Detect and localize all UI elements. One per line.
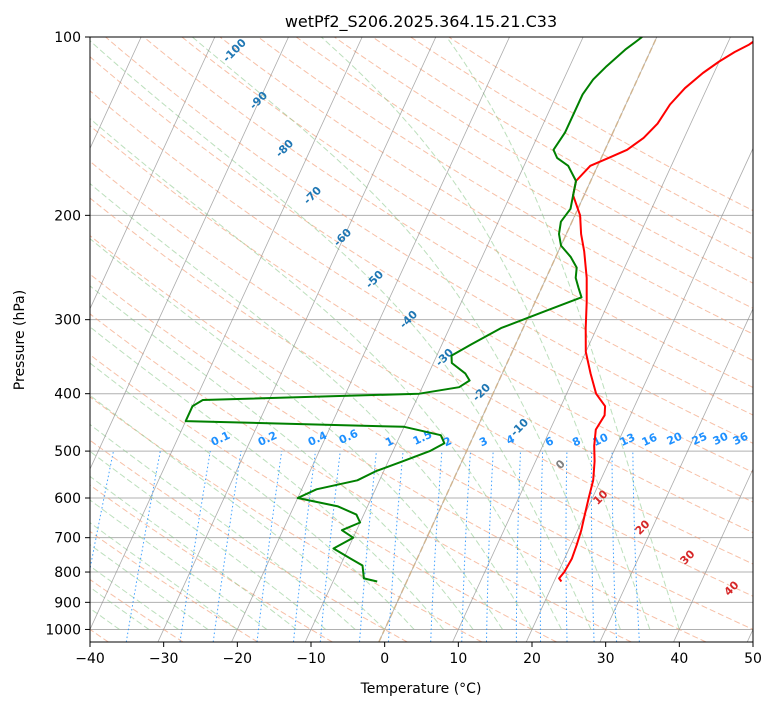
plot-frame <box>89 36 754 643</box>
mixing-ratio-label: 16 <box>640 431 660 449</box>
isotherm-line <box>452 37 731 642</box>
mixing-ratio-line <box>256 451 283 642</box>
y-tick-label: 900 <box>54 595 81 611</box>
temperature-line <box>558 40 753 583</box>
moist-adiabat-line <box>90 40 592 630</box>
dry-adiabat-line <box>90 56 753 473</box>
dry-adiabat-line <box>90 125 753 534</box>
moist-adiabat-line <box>90 543 209 630</box>
moist-adiabat-line <box>90 565 179 630</box>
x-tick-label: 30 <box>597 651 615 667</box>
isotherm-line <box>599 307 753 642</box>
dry-adiabat-line <box>143 37 753 416</box>
y-axis-ticks: 100 200 300 400 500 600 700 800 900 1000 <box>45 30 90 638</box>
dry-adiabat-line <box>90 197 753 597</box>
moist-adiabat-line <box>90 285 474 630</box>
y-tick-label: 800 <box>54 565 81 581</box>
mixing-ratio-line <box>359 451 377 642</box>
mixing-ratio-line <box>319 451 341 642</box>
moist-adiabat-line <box>90 475 297 630</box>
isotherm-line <box>673 468 753 642</box>
moist-adiabat-line <box>446 37 680 630</box>
mixing-ratio-line <box>212 451 242 642</box>
y-tick-label: 1000 <box>45 622 81 638</box>
y-tick-label: 500 <box>54 444 81 460</box>
mixing-ratio-line <box>293 451 316 642</box>
y-tick-label: 400 <box>54 387 81 403</box>
isotherm-line <box>90 37 216 310</box>
isotherm-line <box>304 37 584 642</box>
dry-adiabat-line <box>90 160 753 565</box>
x-tick-label: 10 <box>449 651 467 667</box>
y-tick-label: 300 <box>54 313 81 329</box>
dry-adiabat-line <box>90 484 333 642</box>
moist-adiabat-line <box>90 326 444 630</box>
dry-adiabat-line <box>448 37 753 212</box>
y-tick-label: 100 <box>54 30 81 46</box>
dry-adiabat-line <box>90 354 557 642</box>
moist-adiabat-line <box>90 450 327 630</box>
background-lines <box>0 37 753 642</box>
y-tick-label: 600 <box>54 491 81 507</box>
dry-adiabat-line <box>90 273 707 642</box>
moist-adiabat-line <box>90 238 503 630</box>
isotherm-line <box>90 37 142 150</box>
moist-adiabat-line <box>90 522 238 630</box>
dry-adiabat-line <box>90 235 753 630</box>
x-tick-label: −40 <box>75 651 105 667</box>
x-tick-label: 20 <box>523 651 541 667</box>
x-axis-ticks: −40 −30 −20 −10 0 10 20 30 40 50 <box>75 642 762 667</box>
mixing-ratio-label: 36 <box>731 430 751 448</box>
mixing-ratio-label: 30 <box>711 430 731 448</box>
y-tick-label: 200 <box>54 208 81 224</box>
plot-border <box>89 36 754 643</box>
x-tick-label: 0 <box>380 651 389 667</box>
dry-adiabat-line <box>90 90 753 503</box>
moist-adiabat-line <box>90 586 150 630</box>
isotherm-line <box>0 37 67 642</box>
dry-adiabat-line <box>372 37 753 260</box>
dry-adiabat-line <box>181 37 753 388</box>
moist-adiabat-line <box>90 182 533 630</box>
moist-adiabat-line <box>90 394 386 630</box>
isotherm-line <box>525 147 753 642</box>
zero-isotherm-line <box>378 37 658 642</box>
moist-adiabat-line <box>191 37 621 630</box>
x-tick-label: 40 <box>670 651 688 667</box>
dry-adiabat-line <box>90 439 408 642</box>
x-axis-label: Temperature (°C) <box>360 681 482 697</box>
moist-adiabat-line <box>90 362 415 630</box>
y-tick-label: 700 <box>54 531 81 547</box>
mixing-ratio-label: 20 <box>665 430 685 448</box>
isotherm-line <box>90 37 289 471</box>
mixing-ratio-label: 13 <box>618 431 637 449</box>
x-tick-label: 50 <box>744 651 762 667</box>
chart-title: wetPf2_S206.2025.364.15.21.C33 <box>285 12 557 32</box>
mixing-ratio-line <box>179 451 211 642</box>
isotherm-line <box>90 37 363 631</box>
series-lines <box>184 37 753 583</box>
dry-adiabat-line <box>334 37 753 284</box>
x-tick-label: −10 <box>296 651 326 667</box>
dewpoint-line <box>184 37 643 583</box>
moist-adiabat-line <box>320 37 651 630</box>
dry-adiabat-line <box>90 530 259 642</box>
isotherm-line <box>231 37 510 642</box>
x-tick-label: −20 <box>223 651 253 667</box>
y-axis-label: Pressure (hPa) <box>12 290 28 390</box>
x-tick-label: −30 <box>149 651 179 667</box>
dry-adiabat-line <box>219 37 753 362</box>
mixing-ratio-label: 25 <box>690 430 709 448</box>
moist-adiabat-line <box>90 117 562 630</box>
dry-adiabat-line <box>90 313 632 642</box>
moist-adiabat-line <box>90 499 268 630</box>
isotherm-line <box>157 37 437 642</box>
